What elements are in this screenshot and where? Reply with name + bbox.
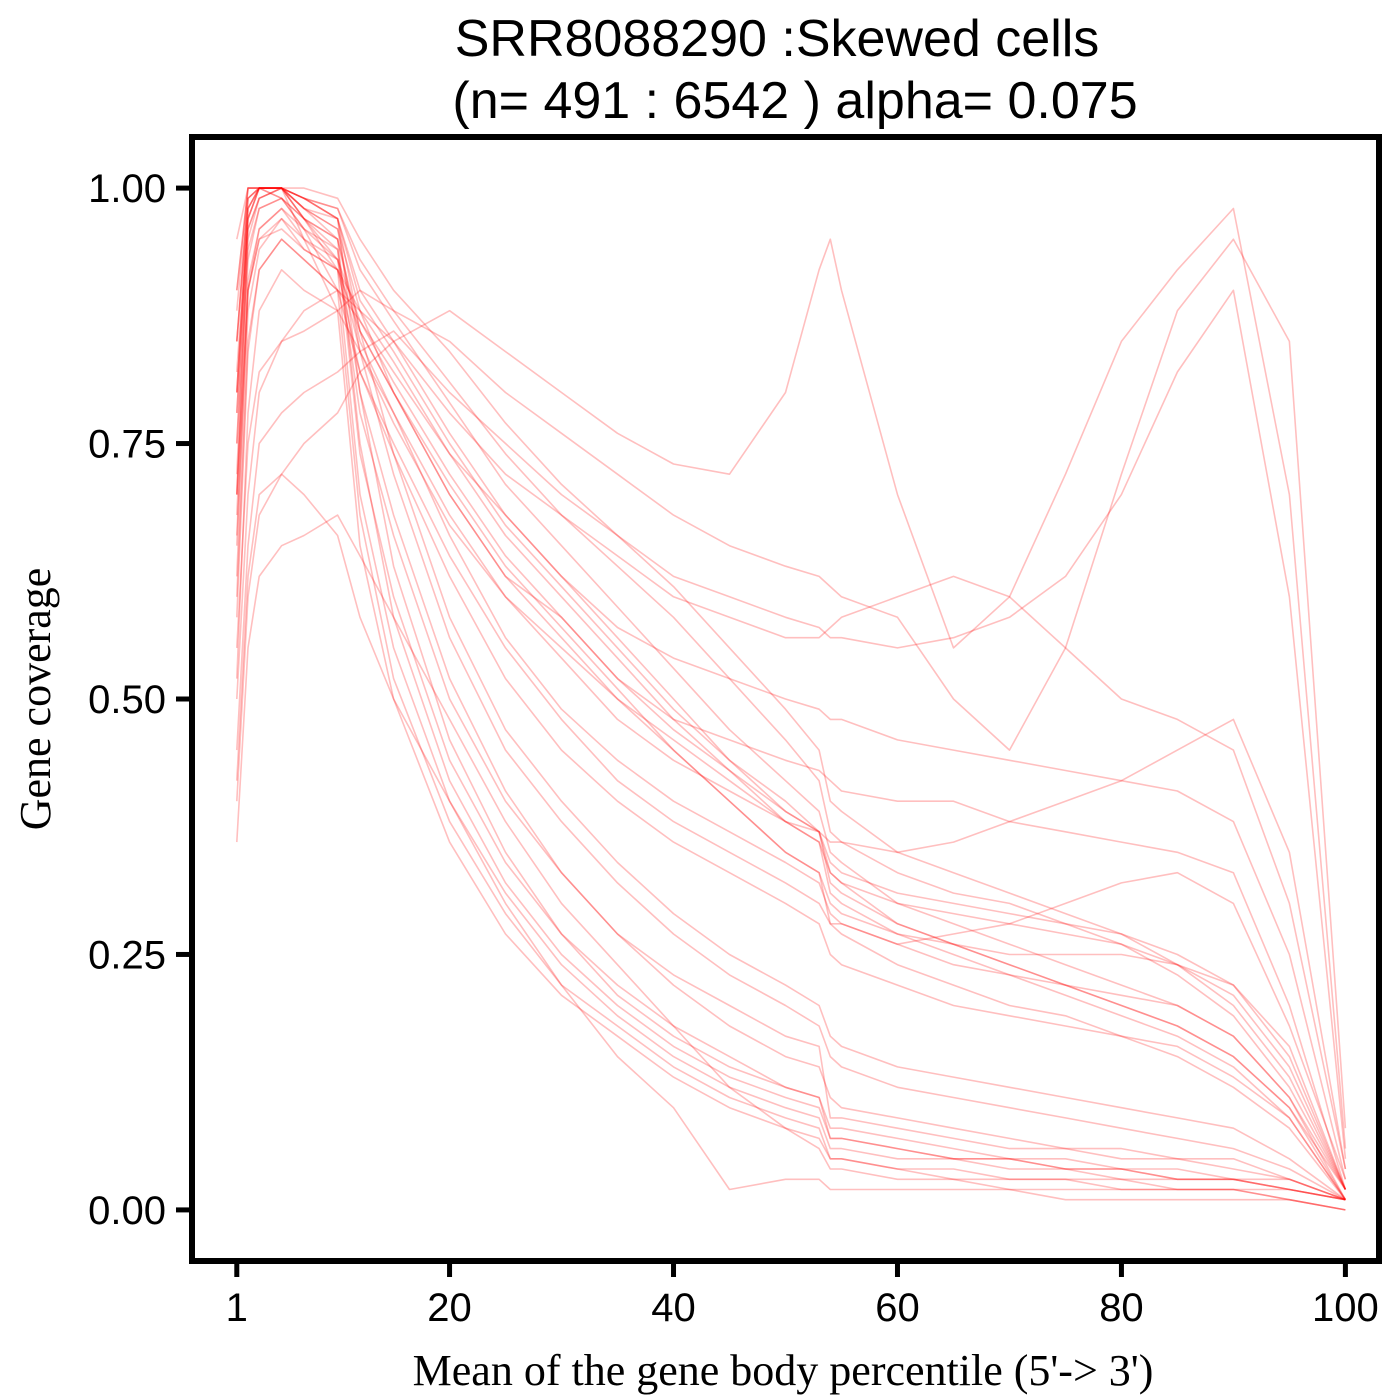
x-tick-label: 100 xyxy=(1312,1286,1379,1330)
y-tick-label: 0.00 xyxy=(88,1189,166,1233)
series-line-17 xyxy=(236,228,1347,1201)
series-line-3 xyxy=(236,187,1346,1201)
series-line-28 xyxy=(236,514,1346,1211)
series-line-27 xyxy=(236,268,1347,1170)
series-line-26 xyxy=(236,238,1347,1180)
chart-title-line-1: SRR8088290 :Skewed cells xyxy=(455,10,1100,68)
plot-frame xyxy=(189,134,1382,1264)
series-line-15 xyxy=(236,238,1347,1129)
y-tick-label: 0.50 xyxy=(88,678,166,722)
chart-title-line-2: (n= 491 : 6542 ) alpha= 0.075 xyxy=(452,72,1137,130)
x-tick-label: 40 xyxy=(651,1286,696,1330)
x-tick-label: 80 xyxy=(1099,1286,1144,1330)
series-line-8 xyxy=(236,187,1347,1190)
y-axis: 0.00 0.25 0.50 0.75 1.00 xyxy=(88,167,189,1233)
series-line-13 xyxy=(236,289,1347,1170)
y-axis-label: Gene coverage xyxy=(11,568,60,831)
series-line-24 xyxy=(236,217,1347,1190)
series-line-1 xyxy=(236,187,1346,1201)
x-tick-label: 20 xyxy=(427,1286,472,1330)
series-line-10 xyxy=(236,187,1347,1201)
series-line-32 xyxy=(236,207,1347,1190)
series-line-4 xyxy=(236,187,1346,1201)
series-line-16 xyxy=(236,207,1347,1149)
x-tick-label: 60 xyxy=(875,1286,920,1330)
series-line-22 xyxy=(236,187,1347,1190)
series-line-9 xyxy=(236,187,1347,1201)
series-line-19 xyxy=(236,187,1346,1201)
series-line-12 xyxy=(236,238,1347,1180)
x-axis-label: Mean of the gene body percentile (5'-> 3… xyxy=(413,1346,1154,1395)
y-tick-label: 0.25 xyxy=(88,933,166,977)
y-tick-label: 1.00 xyxy=(88,167,166,211)
series-line-7 xyxy=(236,187,1347,1201)
x-tick-label: 1 xyxy=(226,1286,248,1330)
series-line-29 xyxy=(236,473,1346,1211)
series-line-11 xyxy=(236,217,1347,1190)
series-line-21 xyxy=(236,187,1346,1201)
series-line-31 xyxy=(236,187,1346,1201)
series-line-20 xyxy=(236,187,1346,1201)
series-line-25 xyxy=(236,207,1346,1201)
series-line-6 xyxy=(236,187,1347,1190)
series-line-23 xyxy=(236,197,1347,1190)
series-line-2 xyxy=(236,187,1346,1201)
series-layer xyxy=(236,187,1347,1211)
x-axis: 1 20 40 60 80 100 xyxy=(226,1264,1379,1330)
series-line-30 xyxy=(236,187,1347,1190)
series-line-18 xyxy=(236,197,1347,1201)
y-tick-label: 0.75 xyxy=(88,423,166,467)
series-line-5 xyxy=(236,187,1346,1211)
series-line-14 xyxy=(236,289,1347,1159)
